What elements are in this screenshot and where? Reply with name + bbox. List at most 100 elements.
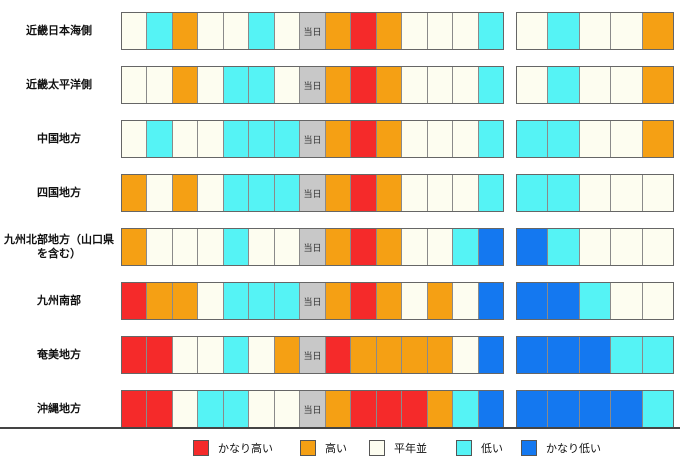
forecast-cell: [548, 337, 580, 373]
region-name: 奄美地方: [37, 348, 81, 361]
forecast-cell: [351, 391, 377, 427]
forecast-cell: [427, 391, 454, 427]
forecast-cell: [198, 337, 224, 373]
extended-forecast-grid: [516, 228, 674, 266]
forecast-cell: [478, 229, 504, 265]
region-name: 近畿太平洋側: [26, 78, 92, 91]
forecast-cell: [611, 391, 643, 427]
forecast-cell: [351, 337, 377, 373]
forecast-cell: [147, 283, 173, 319]
forecast-cell: [453, 67, 479, 103]
forecast-cell: [517, 121, 549, 157]
forecast-cell: [122, 229, 148, 265]
forecast-cell: [579, 121, 612, 157]
forecast-cell: [249, 391, 275, 427]
forecast-cell: [172, 13, 199, 49]
forecast-cell: [642, 337, 674, 373]
forecast-cell: [249, 337, 275, 373]
forecast-cell: [402, 337, 428, 373]
region-row: 中国地方 当日: [0, 120, 680, 158]
forecast-cell: [611, 67, 643, 103]
legend-label-very-high: かなり高い: [218, 442, 273, 455]
daily-forecast-grid: 当日: [121, 174, 504, 212]
daily-forecast-grid: 当日: [121, 282, 504, 320]
forecast-cell: [611, 175, 643, 211]
forecast-cell: [147, 391, 173, 427]
legend-swatch-low: [456, 440, 472, 456]
daily-forecast-grid: 当日: [121, 12, 504, 50]
forecast-cell: [198, 229, 224, 265]
forecast-cell: [548, 13, 580, 49]
forecast-cell: [402, 283, 428, 319]
forecast-cell: [249, 67, 275, 103]
forecast-cell: [325, 229, 352, 265]
forecast-cell: [351, 175, 377, 211]
today-cell: 当日: [300, 337, 326, 373]
extended-forecast-grid: [516, 174, 674, 212]
forecast-cell: [611, 121, 643, 157]
forecast-cell: [172, 283, 199, 319]
forecast-cell: [351, 283, 377, 319]
forecast-cell: [274, 121, 301, 157]
forecast-cell: [402, 67, 428, 103]
forecast-cell: [579, 337, 612, 373]
forecast-cell: [223, 391, 250, 427]
forecast-cell: [122, 391, 148, 427]
legend-label-high: 高い: [325, 442, 347, 455]
forecast-cell: [402, 175, 428, 211]
extended-forecast-grid: [516, 66, 674, 104]
forecast-cell: [325, 13, 352, 49]
legend-swatch-high: [300, 440, 316, 456]
forecast-cell: [517, 13, 549, 49]
forecast-cell: [198, 67, 224, 103]
extended-forecast-grid: [516, 12, 674, 50]
forecast-cell: [478, 283, 504, 319]
forecast-cell: [427, 67, 454, 103]
legend-swatch-very-high: [193, 440, 209, 456]
forecast-cell: [249, 13, 275, 49]
forecast-cell: [427, 283, 454, 319]
today-cell: 当日: [300, 121, 326, 157]
forecast-cell: [611, 283, 643, 319]
forecast-cell: [548, 229, 580, 265]
legend-item-low: 低い: [456, 438, 503, 458]
forecast-cell: [325, 121, 352, 157]
forecast-cell: [274, 391, 301, 427]
legend-swatch-normal: [369, 440, 385, 456]
forecast-cell: [198, 175, 224, 211]
forecast-cell: [198, 13, 224, 49]
forecast-cell: [376, 67, 403, 103]
daily-forecast-grid: 当日: [121, 120, 504, 158]
forecast-cell: [427, 337, 454, 373]
region-name: 沖縄地方: [37, 402, 81, 415]
forecast-cell: [579, 175, 612, 211]
forecast-cell: [147, 67, 173, 103]
legend: かなり高い 高い 平年並 低い かなり低い: [0, 438, 680, 458]
forecast-cell: [376, 13, 403, 49]
region-row: 四国地方 当日: [0, 174, 680, 212]
forecast-cell: [611, 337, 643, 373]
forecast-cell: [548, 121, 580, 157]
forecast-cell: [172, 229, 199, 265]
forecast-cell: [122, 67, 148, 103]
forecast-cell: [427, 229, 454, 265]
forecast-cell: [579, 13, 612, 49]
legend-item-high: 高い: [300, 438, 347, 458]
forecast-cell: [274, 67, 301, 103]
region-row: 近畿太平洋側 当日: [0, 66, 680, 104]
forecast-cell: [351, 67, 377, 103]
forecast-cell: [548, 175, 580, 211]
forecast-cell: [548, 67, 580, 103]
forecast-cell: [579, 391, 612, 427]
forecast-cell: [517, 229, 549, 265]
forecast-cell: [478, 391, 504, 427]
divider: [0, 427, 680, 429]
forecast-cell: [611, 13, 643, 49]
forecast-cell: [427, 121, 454, 157]
forecast-cell: [223, 283, 250, 319]
forecast-cell: [427, 175, 454, 211]
region-row: 九州南部 当日: [0, 282, 680, 320]
forecast-cell: [642, 283, 674, 319]
forecast-cell: [517, 283, 549, 319]
forecast-cell: [172, 67, 199, 103]
